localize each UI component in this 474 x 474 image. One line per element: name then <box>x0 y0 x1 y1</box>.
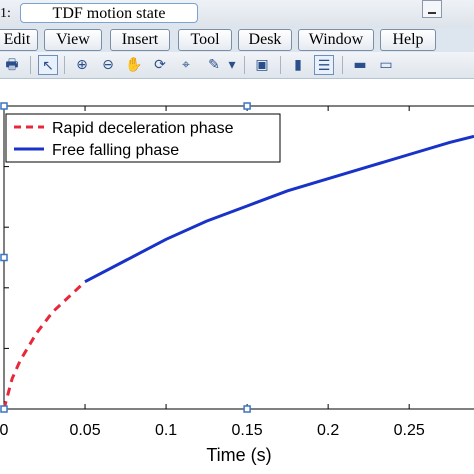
x-tick-label: 0.2 <box>317 422 339 439</box>
pointer-icon[interactable]: ↖ <box>38 55 58 75</box>
selection-handle <box>0 253 8 262</box>
data-cursor-icon[interactable]: ⌖ <box>182 57 190 73</box>
brush-dropdown-icon[interactable]: ▾ <box>228 57 236 73</box>
toolbar-separator <box>280 56 281 74</box>
figure-toolbar: 🖶 ↖ ⊕ ⊖ ✋ ⟳ ⌖ ✎ ▾ ▣ ▮ ☰ ▬ ▭ <box>0 52 474 79</box>
menu-bar: Edit View Insert Tool Desk Window Help <box>0 28 474 52</box>
toolbar-separator <box>342 56 343 74</box>
legend-label: Free falling phase <box>52 142 179 159</box>
print-icon[interactable]: 🖶 <box>5 57 19 73</box>
menu-view[interactable]: View <box>44 29 102 51</box>
toolbar-separator <box>244 56 245 74</box>
figure-title-bar: 1: TDF motion state <box>0 0 474 28</box>
legend-label: Rapid deceleration phase <box>52 120 234 137</box>
series-line-free-falling <box>84 134 474 284</box>
selection-handle <box>243 405 251 413</box>
x-tick-label: 0.05 <box>69 422 100 439</box>
menu-window[interactable]: Window <box>298 29 374 51</box>
figure-title-field[interactable]: TDF motion state <box>20 3 198 23</box>
selection-handle <box>0 405 8 413</box>
toolbar-separator <box>64 56 65 74</box>
selection-handle <box>0 102 8 110</box>
figure-number: 1: <box>0 6 11 21</box>
zoom-out-icon[interactable]: ⊖ <box>102 57 114 73</box>
legend-box <box>5 113 281 163</box>
series-line-rapid-deceleration <box>2 280 87 410</box>
x-tick-label: 0 <box>0 422 9 439</box>
rotate-icon[interactable]: ⟳ <box>154 57 166 73</box>
hide-tools-icon[interactable]: ▬ <box>353 57 367 73</box>
toolbar-separator <box>30 56 31 74</box>
selection-handle <box>243 102 251 110</box>
link-plot-icon[interactable]: ▣ <box>255 57 269 73</box>
legend-icon[interactable]: ☰ <box>314 55 334 75</box>
dock-icon[interactable]: ▭ <box>379 57 393 73</box>
chart-svg: 0 0.05 0.1 0.15 0.2 0.25 Time (s) Rapid deceler… <box>0 102 474 465</box>
pan-hand-icon[interactable]: ✋ <box>125 57 143 73</box>
x-axis-title: Time (s) <box>206 445 271 465</box>
x-tick-label: 0.1 <box>155 422 177 439</box>
menu-tool[interactable]: Tool <box>178 29 232 51</box>
x-tick-label: 0.25 <box>394 422 425 439</box>
figure-canvas: 0 0.05 0.1 0.15 0.2 0.25 Time (s) Rapid deceler… <box>0 79 474 474</box>
menu-insert[interactable]: Insert <box>110 29 170 51</box>
brush-icon[interactable]: ✎ <box>208 57 220 73</box>
minimize-button[interactable] <box>422 0 442 18</box>
x-tick-label: 0.15 <box>232 422 263 439</box>
menu-edit[interactable]: Edit <box>0 29 38 51</box>
menu-help[interactable]: Help <box>380 29 436 51</box>
zoom-in-icon[interactable]: ⊕ <box>76 57 88 73</box>
colorbar-icon[interactable]: ▮ <box>294 57 302 73</box>
menu-desk[interactable]: Desk <box>238 29 292 51</box>
